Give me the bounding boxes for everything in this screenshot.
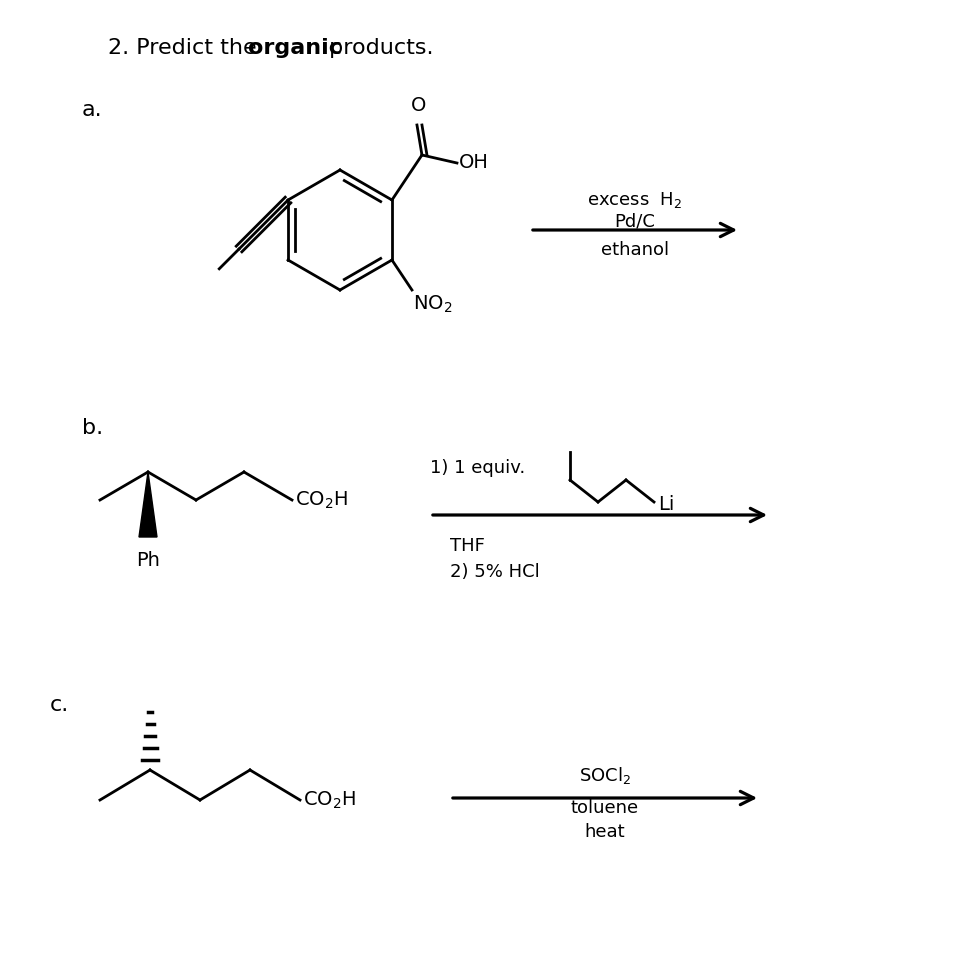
Text: b.: b.	[82, 418, 103, 438]
Text: SOCl$_2$: SOCl$_2$	[579, 765, 631, 786]
Text: ethanol: ethanol	[601, 241, 669, 259]
Text: toluene: toluene	[571, 799, 639, 817]
Text: Li: Li	[658, 496, 674, 514]
Text: products.: products.	[322, 38, 434, 58]
Text: a.: a.	[82, 100, 102, 120]
Text: organic: organic	[248, 38, 342, 58]
Text: excess  H$_2$: excess H$_2$	[588, 190, 683, 210]
Text: CO$_2$H: CO$_2$H	[303, 789, 356, 810]
Text: Pd/C: Pd/C	[615, 213, 656, 231]
Text: CO$_2$H: CO$_2$H	[295, 489, 348, 510]
Polygon shape	[139, 472, 157, 537]
Text: c.: c.	[50, 695, 69, 715]
Text: O: O	[412, 96, 426, 115]
Text: THF: THF	[450, 537, 485, 555]
Text: Ph: Ph	[136, 551, 160, 570]
Text: heat: heat	[585, 823, 626, 841]
Text: 2. Predict the: 2. Predict the	[108, 38, 264, 58]
Text: OH: OH	[459, 153, 488, 173]
Text: 1) 1 equiv.: 1) 1 equiv.	[430, 459, 525, 477]
Text: 2) 5% HCl: 2) 5% HCl	[450, 563, 540, 581]
Text: NO$_2$: NO$_2$	[413, 294, 452, 316]
